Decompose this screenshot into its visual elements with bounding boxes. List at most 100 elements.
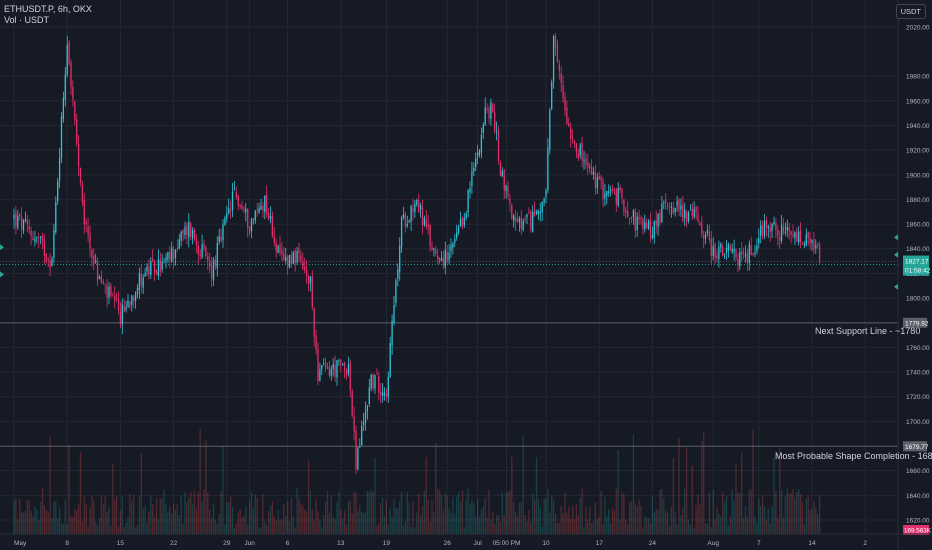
- candle-body: [285, 257, 287, 261]
- candle-body: [91, 249, 93, 258]
- volume-indicator-label[interactable]: Vol · USDT: [4, 15, 50, 25]
- candle-body: [573, 140, 576, 144]
- candle-body: [779, 236, 781, 241]
- candle-body: [258, 208, 260, 213]
- candle-body: [414, 204, 416, 213]
- candle-body: [342, 363, 344, 365]
- volume-bar: [478, 516, 481, 534]
- candle-body: [273, 236, 275, 243]
- volume-bar: [362, 513, 365, 534]
- candle-body: [209, 262, 211, 267]
- volume-bar: [93, 499, 95, 534]
- volume-bar: [321, 527, 323, 534]
- volume-bar: [570, 518, 572, 534]
- volume-bar: [725, 495, 728, 534]
- volume-bar: [733, 501, 735, 534]
- time-tick-label: Jul: [473, 540, 482, 547]
- candle-body: [621, 188, 623, 198]
- alert-marker-icon[interactable]: [894, 251, 898, 258]
- volume-bar: [281, 518, 283, 534]
- volume-bar: [60, 522, 63, 534]
- candle-body: [309, 276, 312, 284]
- volume-bar: [252, 507, 255, 534]
- volume-bar: [655, 508, 657, 534]
- candle-body: [803, 243, 806, 246]
- alert-marker-icon[interactable]: [894, 283, 898, 290]
- candle-body: [457, 226, 460, 233]
- volume-bar: [792, 488, 794, 534]
- volume-bar: [773, 457, 775, 534]
- candle-body: [570, 127, 572, 139]
- volume-bar: [649, 523, 652, 534]
- candle-body: [362, 422, 365, 426]
- candle-body: [718, 246, 720, 260]
- volume-bar: [511, 456, 513, 534]
- candle-body: [541, 201, 543, 213]
- candle-body: [201, 244, 203, 258]
- candle-body: [733, 249, 735, 252]
- volume-bar: [134, 527, 137, 534]
- volume-bar: [784, 496, 787, 534]
- volume-bar: [509, 490, 511, 534]
- volume-bar: [798, 489, 800, 534]
- candle-body: [252, 218, 255, 220]
- candle-body: [305, 269, 308, 276]
- volume-bar: [380, 502, 382, 534]
- currency-button[interactable]: USDT: [895, 4, 926, 19]
- volume-bar: [304, 509, 306, 534]
- volume-bar: [79, 452, 82, 534]
- volume-bar: [598, 516, 600, 534]
- volume-bar: [575, 504, 578, 534]
- candle-body: [456, 232, 458, 238]
- volume-bar: [522, 434, 524, 534]
- candle-body: [36, 236, 38, 238]
- candle-body: [288, 255, 291, 268]
- candle-body: [355, 429, 357, 469]
- volume-bar: [431, 500, 433, 534]
- volume-bar: [91, 496, 93, 534]
- volume-bar: [309, 490, 312, 534]
- time-axis[interactable]: May 8 15 22 29 Jun 6 13 19 26 Jul 05:00 PM 10 17 24 Aug…: [0, 533, 932, 547]
- candle-body: [57, 181, 59, 202]
- volume-bar: [532, 493, 534, 534]
- candle-body: [815, 245, 817, 248]
- candle-body: [66, 44, 68, 75]
- candle-body: [404, 213, 407, 228]
- candle-body: [421, 207, 424, 226]
- candle-body: [400, 217, 403, 248]
- volume-bar: [22, 512, 25, 534]
- candle-body: [22, 220, 25, 231]
- volume-bar: [169, 506, 171, 534]
- candle-body: [264, 195, 266, 212]
- volume-bar: [359, 503, 361, 534]
- volume-bar: [665, 510, 667, 534]
- candle-body: [226, 213, 228, 220]
- volume-bar: [167, 512, 169, 534]
- candle-body: [754, 253, 756, 255]
- candle-body: [731, 249, 733, 253]
- candle-body: [537, 210, 540, 214]
- alert-marker-icon[interactable]: [894, 234, 898, 241]
- candle-body: [58, 157, 61, 182]
- volume-bar: [668, 525, 671, 534]
- volume-bar: [782, 517, 785, 534]
- candle-body: [254, 210, 256, 221]
- candle-body: [640, 217, 642, 220]
- volume-bar: [670, 506, 673, 534]
- candle-body: [611, 189, 614, 191]
- volume-bar: [674, 511, 676, 534]
- volume-bar: [372, 491, 374, 534]
- candle-body: [514, 217, 517, 222]
- volume-bar: [290, 497, 293, 534]
- candle-body: [266, 194, 268, 215]
- volume-bar: [746, 517, 749, 534]
- candle-body: [575, 143, 578, 153]
- candle-body: [292, 252, 294, 264]
- symbol-title[interactable]: ETHUSDT.P, 6h, OKX: [4, 4, 92, 14]
- volume-bar: [330, 494, 332, 534]
- volume-bar: [518, 502, 521, 534]
- time-tick-label: May: [14, 540, 27, 547]
- volume-bar: [305, 511, 308, 534]
